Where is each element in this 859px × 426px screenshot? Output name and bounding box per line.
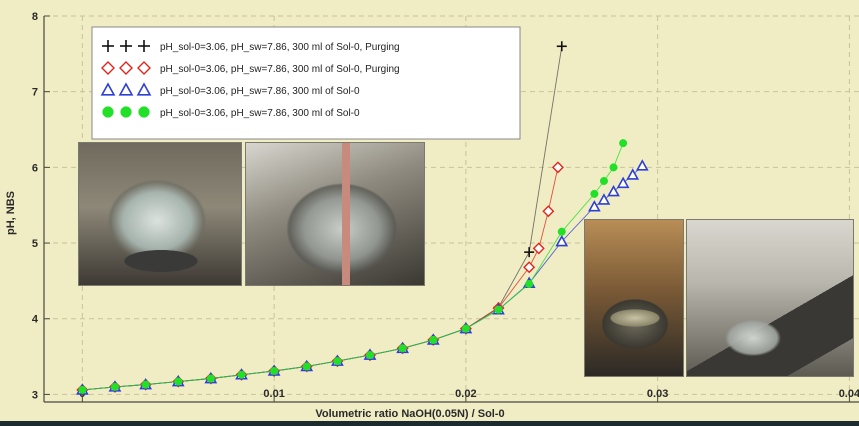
series-2 (76, 161, 564, 396)
data-point (626, 168, 640, 180)
legend-marker (138, 106, 150, 118)
series-layer (75, 41, 649, 396)
beaker-photo-4 (686, 219, 854, 377)
x-axis-title: Volumetric ratio NaOH(0.05N) / Sol-0 (315, 408, 504, 420)
data-point (555, 234, 569, 247)
series-line (82, 143, 624, 391)
data-point (556, 41, 567, 52)
data-point (141, 380, 150, 389)
legend-items: pH_sol-0=3.06, pH_sw=7.86, 300 ml of Sol… (100, 40, 400, 119)
data-point (333, 357, 342, 366)
data-point (461, 324, 470, 333)
series-3 (75, 159, 649, 395)
legend-entry-2: pH_sol-0=3.06, pH_sw=7.86, 300 ml of Sol… (101, 61, 400, 75)
legend: pH_sol-0=3.06, pH_sw=7.86, 300 ml of Sol… (91, 26, 521, 140)
data-point (557, 227, 566, 236)
data-point (110, 382, 119, 391)
legend-label: pH_sol-0=3.06, pH_sw=7.86, 300 ml of Sol… (160, 64, 400, 75)
legend-marker (118, 82, 134, 96)
data-point (616, 176, 630, 189)
y-tick-label: 7 (32, 87, 38, 99)
legend-entry-1: pH_sol-0=3.06, pH_sw=7.86, 300 ml of Sol… (102, 40, 400, 53)
data-point (532, 242, 545, 255)
data-point (588, 200, 601, 212)
data-point (494, 305, 503, 314)
data-point (523, 261, 536, 274)
beaker-photo-3 (584, 219, 684, 377)
beaker-photo-2 (245, 142, 425, 286)
y-axis-title: pH, NBS (5, 191, 17, 235)
data-point (635, 159, 649, 171)
beaker-photo-1 (78, 142, 242, 286)
data-point (78, 385, 87, 394)
data-point (174, 377, 183, 386)
y-tick-label: 3 (32, 389, 38, 401)
legend-marker (101, 61, 115, 75)
legend-marker (120, 40, 132, 52)
legend-marker (136, 82, 152, 96)
legend-marker (102, 106, 114, 118)
legend-entry-3: pH_sol-0=3.06, pH_sw=7.86, 300 ml of Sol… (100, 82, 360, 97)
data-point (524, 247, 535, 258)
data-point (607, 184, 620, 197)
legend-marker (100, 82, 116, 96)
y-tick-label: 8 (32, 11, 38, 23)
series-4 (78, 139, 628, 394)
y-tick-label: 4 (32, 314, 39, 326)
data-point (525, 279, 534, 288)
x-tick-label: 0.04 (839, 388, 859, 400)
legend-label: pH_sol-0=3.06, pH_sw=7.86, 300 ml of Sol… (160, 108, 360, 119)
x-tick-label: 0.01 (263, 388, 284, 400)
data-point (599, 176, 608, 186)
y-tick-label: 5 (32, 238, 38, 250)
x-tick-label: 0.02 (455, 388, 476, 400)
series-line (82, 167, 559, 391)
data-point (619, 139, 628, 148)
data-point (590, 189, 599, 198)
legend-label: pH_sol-0=3.06, pH_sw=7.86, 300 ml of Sol… (160, 42, 400, 53)
legend-entry-4: pH_sol-0=3.06, pH_sw=7.86, 300 ml of Sol… (102, 106, 360, 119)
legend-marker (138, 40, 150, 52)
legend-box (91, 26, 521, 140)
data-point (609, 163, 618, 172)
legend-label: pH_sol-0=3.06, pH_sw=7.86, 300 ml of Sol… (160, 86, 360, 97)
data-point (542, 205, 555, 218)
data-point (429, 335, 438, 344)
data-point (302, 362, 311, 371)
data-point (398, 344, 407, 353)
x-tick-label: 0.03 (647, 388, 668, 400)
data-point (206, 374, 215, 383)
data-point (270, 366, 279, 375)
y-tick-label: 6 (32, 162, 38, 174)
legend-marker (102, 40, 114, 52)
data-point (551, 161, 564, 174)
legend-marker (137, 61, 151, 75)
data-point (237, 370, 246, 379)
data-point (365, 351, 375, 360)
legend-marker (120, 106, 132, 118)
data-point (597, 193, 611, 205)
legend-marker (119, 61, 133, 75)
